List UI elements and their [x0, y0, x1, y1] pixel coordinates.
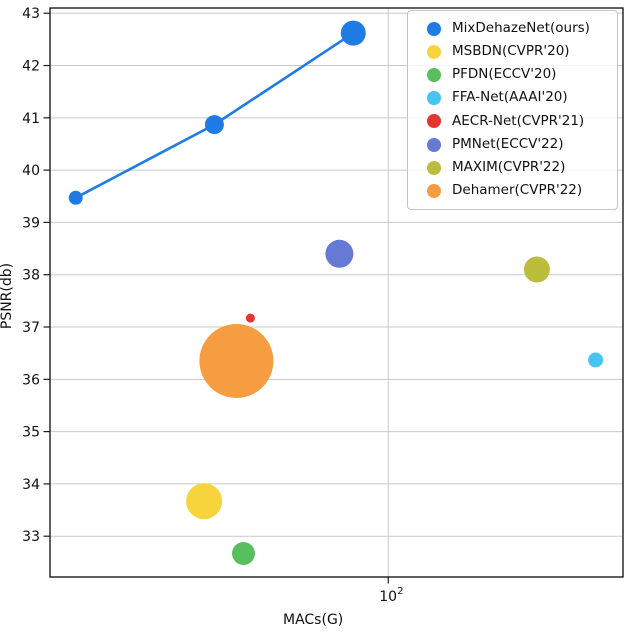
legend-marker-icon [427, 137, 441, 152]
legend-item-msbdn: MSBDN(CVPR'20) [420, 40, 609, 63]
x-tick-base: 10 [379, 589, 397, 605]
x-tick-exponent: 2 [397, 586, 403, 597]
y-tick-label: 43 [22, 6, 40, 22]
y-tick-label: 33 [22, 529, 40, 545]
x-axis-label: MACs(G) [283, 612, 344, 628]
legend-label: MixDehazeNet(ours) [452, 19, 590, 36]
legend-box: MixDehazeNet(ours) MSBDN(CVPR'20) PFDN(ECC… [407, 10, 618, 210]
y-tick-label: 39 [22, 215, 40, 231]
data-point-maxim [523, 256, 550, 283]
legend-item-ffa-net: FFA-Net(AAAI'20) [420, 87, 609, 110]
data-point-msbdn [186, 483, 223, 520]
legend-item-aecr-net: AECR-Net(CVPR'21) [420, 110, 609, 133]
legend-label: FFA-Net(AAAI'20) [452, 89, 568, 106]
legend-marker-icon [427, 44, 441, 59]
legend-item-dehamer: Dehamer(CVPR'22) [420, 179, 609, 202]
legend-label: AECR-Net(CVPR'21) [452, 112, 585, 129]
data-point-dehamer [199, 324, 274, 398]
legend-marker-icon [427, 160, 441, 175]
legend-marker-icon [427, 21, 441, 36]
legend-label: MSBDN(CVPR'20) [452, 43, 570, 60]
data-point-ffa-net [588, 352, 604, 368]
plot-frame [49, 7, 624, 578]
x-tick-label: 102 [379, 586, 403, 605]
legend-marker-icon [427, 183, 441, 198]
legend-label: MAXIM(CVPR'22) [452, 158, 566, 175]
data-point-mixdehazenet [340, 20, 366, 46]
data-point-aecr-net [245, 313, 255, 323]
y-tick-label: 34 [22, 477, 40, 493]
data-point-mixdehazenet [204, 115, 224, 135]
y-axis-label: PSNR(db) [0, 262, 16, 330]
legend-item-maxim: MAXIM(CVPR'22) [420, 156, 609, 179]
legend-item-pfdn: PFDN(ECCV'20) [420, 63, 609, 86]
legend-label: PFDN(ECCV'20) [452, 66, 557, 83]
y-tick-label: 41 [22, 111, 40, 127]
legend-label: PMNet(ECCV'22) [452, 135, 564, 152]
data-point-pfdn [232, 542, 255, 565]
y-tick-label: 37 [22, 320, 40, 336]
y-tick-label: 35 [22, 425, 40, 441]
legend-label: Dehamer(CVPR'22) [452, 182, 583, 199]
legend-item-mixdehazenet: MixDehazeNet(ours) [420, 17, 609, 40]
y-tick-label: 38 [22, 268, 40, 284]
legend-item-pmnet: PMNet(ECCV'22) [420, 133, 609, 156]
data-point-mixdehazenet [68, 190, 83, 205]
y-tick-label: 36 [22, 372, 40, 388]
legend-marker-icon [427, 114, 441, 129]
y-tick-label: 42 [22, 59, 40, 75]
y-tick-label: 40 [22, 163, 40, 179]
data-point-pmnet [325, 239, 354, 268]
legend-marker-icon [427, 91, 441, 106]
legend-marker-icon [427, 67, 441, 82]
